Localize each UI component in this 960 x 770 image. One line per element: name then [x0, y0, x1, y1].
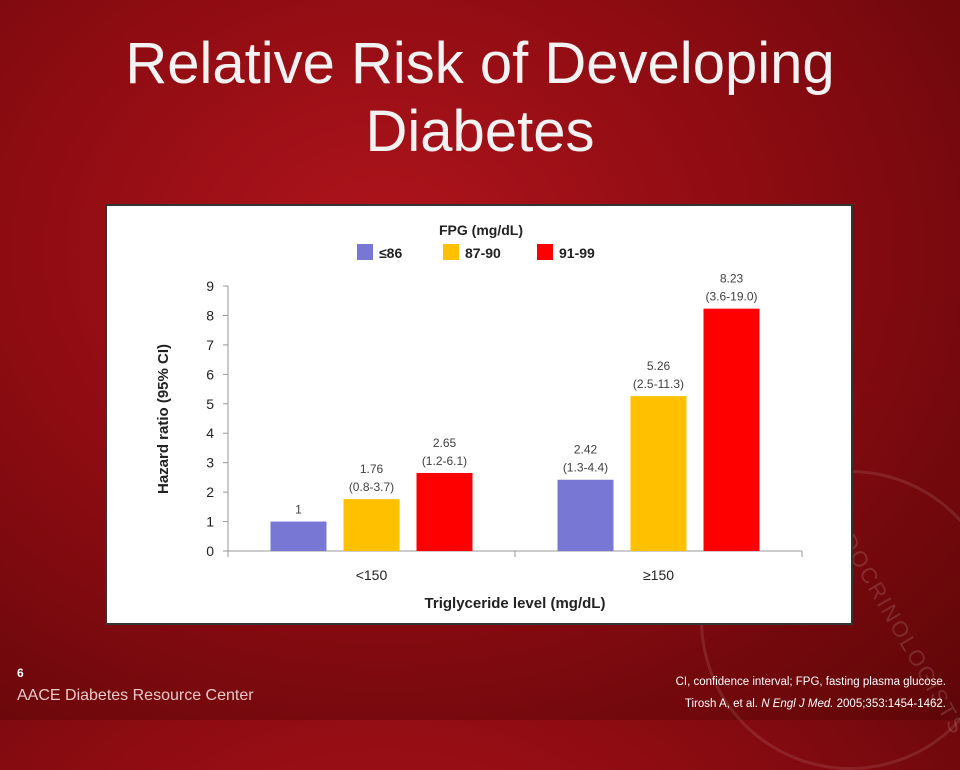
legend-title: FPG (mg/dL) [439, 222, 523, 238]
title-line-1: Relative Risk of Developing [125, 31, 835, 96]
y-tick-label: 4 [206, 425, 214, 441]
bar-1-1 [630, 396, 687, 551]
legend-label-0: ≤86 [379, 245, 402, 261]
title-line-2: Diabetes [365, 99, 595, 164]
data-label-ci: (3.6-19.0) [705, 290, 757, 304]
bar-1-0 [557, 479, 614, 551]
legend-swatch-1 [443, 244, 459, 260]
data-label-ci: (2.5-11.3) [633, 377, 684, 391]
data-label-value: 8.23 [720, 272, 744, 286]
y-axis-title: Hazard ratio (95% CI) [155, 344, 172, 494]
citation-authors: Tirosh A, et al. [684, 698, 758, 710]
y-tick-label: 1 [206, 514, 214, 530]
slide-title: Relative Risk of Developing Diabetes [0, 30, 960, 166]
y-tick-label: 3 [206, 455, 214, 471]
hazard-ratio-chart: FPG (mg/dL) ≤86 87-90 91-99 0 1 2 3 4 5 6 7 8 9 <150 1 1… [155, 222, 803, 612]
y-tick-label: 0 [206, 543, 214, 559]
data-label-ci: (1.3-4.4) [563, 461, 608, 475]
legend-label-1: 87-90 [465, 245, 501, 261]
y-tick-label: 9 [206, 278, 214, 294]
data-label-ci: (0.8-3.7) [349, 480, 394, 494]
data-label-value: 1 [295, 503, 302, 517]
y-tick-label: 2 [206, 484, 214, 500]
y-tick-label: 7 [206, 337, 214, 353]
data-label-value: 1.76 [360, 462, 384, 476]
y-tick-label: 5 [206, 396, 214, 412]
bar-0-2 [416, 472, 473, 551]
data-label-ci: (1.2-6.1) [422, 454, 467, 468]
bar-0-1 [343, 499, 400, 551]
footer-brand: AACE Diabetes Resource Center [17, 687, 254, 704]
citation-footnote: Tirosh A, et al. N Engl J Med. 2005;353:… [685, 698, 946, 710]
bar-0-0 [270, 521, 327, 551]
legend-label-2: 91-99 [559, 245, 595, 261]
bar-1-2 [703, 308, 760, 551]
x-axis-title: Triglyceride level (mg/dL) [425, 595, 606, 612]
x-tick-label: ≥150 [643, 567, 674, 583]
data-label-value: 2.42 [574, 443, 598, 457]
legend-swatch-0 [357, 244, 373, 260]
data-label-value: 5.26 [647, 359, 671, 373]
y-tick-label: 8 [206, 307, 214, 323]
y-tick-label: 6 [206, 366, 214, 382]
legend-swatch-2 [537, 244, 553, 260]
citation-journal: N Engl J Med. [761, 698, 834, 710]
chart-panel: FPG (mg/dL) ≤86 87-90 91-99 0 1 2 3 4 5 6 7 8 9 <150 1 1… [105, 204, 853, 625]
x-tick-label: <150 [356, 567, 388, 583]
citation-details: 2005;353:1454-1462. [836, 698, 946, 710]
abbreviation-footnote: CI, confidence interval; FPG, fasting pl… [675, 676, 946, 688]
data-label-value: 2.65 [433, 436, 457, 450]
page-number: 6 [17, 666, 24, 680]
